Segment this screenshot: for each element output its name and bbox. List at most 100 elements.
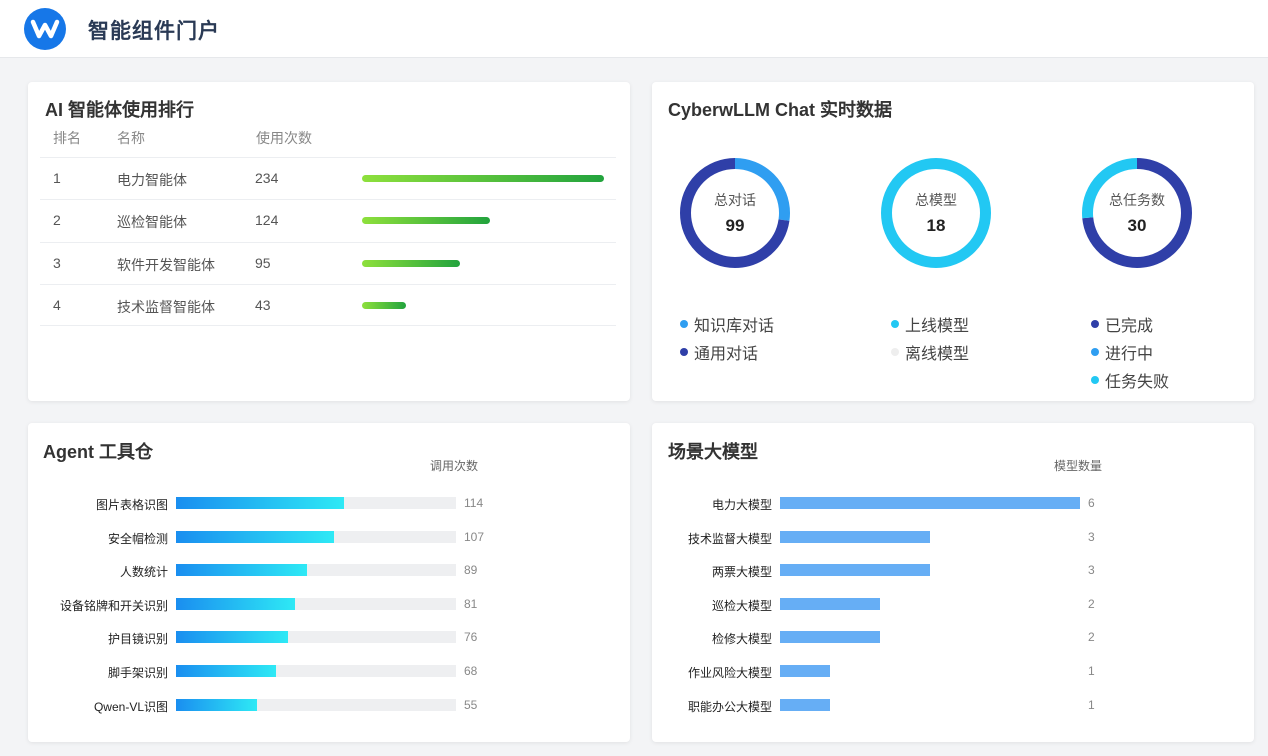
ranking-name: 巡检智能体	[117, 214, 187, 231]
ranking-row[interactable]: 4 技术监督智能体 43	[40, 283, 616, 326]
model-count: 2	[1088, 596, 1095, 611]
ranking-title: AI 智能体使用排行	[45, 100, 195, 120]
w-logo-icon[interactable]	[24, 8, 66, 50]
tool-bar-track	[176, 698, 456, 711]
model-bar	[780, 665, 830, 677]
tool-name: 安全帽检测	[107, 531, 168, 546]
tool-bar-row[interactable]: 护目镜识别 76	[28, 628, 630, 648]
model-name: 电力大模型	[711, 498, 772, 512]
legend-item[interactable]: 离线模型	[891, 338, 969, 366]
ranking-rank: 3	[53, 254, 61, 271]
models-title: 场景大模型	[668, 442, 758, 462]
tool-bar	[176, 597, 296, 610]
legend-dot-icon	[891, 320, 899, 328]
donut-segment[interactable]	[881, 158, 991, 268]
ranking-rank: 4	[53, 296, 61, 313]
tool-count: 68	[464, 664, 478, 678]
chat-title: CyberwLLM Chat 实时数据	[668, 100, 893, 120]
model-bar-row[interactable]: 作业风险大模型 1	[652, 662, 1254, 682]
model-bar-row[interactable]: 两票大模型 3	[652, 561, 1254, 581]
ranking-bar	[362, 175, 604, 182]
donut-legend: 上线模型 离线模型	[891, 310, 969, 366]
donut-value: 99	[725, 216, 745, 235]
tool-bar-row[interactable]: Qwen-VL识图 55	[28, 696, 630, 716]
ranking-row[interactable]: 2 巡检智能体 124	[40, 199, 616, 241]
legend-label: 通用对话	[694, 346, 759, 363]
model-bar	[780, 564, 930, 577]
legend-item[interactable]: 上线模型	[891, 310, 969, 338]
ranking-name: 技术监督智能体	[117, 298, 215, 315]
legend-item[interactable]: 通用对话	[680, 338, 774, 366]
tool-bar-track	[176, 497, 456, 509]
tool-bar-row[interactable]: 脚手架识别 68	[28, 662, 630, 682]
tool-name: 护目镜识别	[107, 632, 168, 647]
rank-column-header: 排名	[53, 130, 81, 146]
model-name: 巡检大模型	[711, 598, 772, 613]
legend-dot-icon	[891, 348, 899, 356]
model-bar-row[interactable]: 巡检大模型 2	[652, 595, 1254, 615]
legend-dot-icon	[680, 320, 688, 328]
legend-label: 上线模型	[905, 318, 970, 335]
tool-count: 107	[464, 529, 485, 544]
tool-bar-row[interactable]: 安全帽检测 107	[28, 528, 630, 548]
tool-bar-track	[176, 564, 456, 577]
model-name: 作业风险大模型	[687, 666, 772, 680]
legend-item[interactable]: 任务失败	[1091, 366, 1169, 394]
ranking-count: 124	[255, 212, 279, 229]
model-name: 两票大模型	[711, 565, 772, 580]
legend-dot-icon	[1091, 348, 1099, 356]
ranking-count: 43	[255, 296, 271, 313]
ranking-count: 234	[255, 170, 279, 186]
ranking-rank: 2	[53, 212, 61, 229]
top-bar: 智能组件门户	[0, 0, 1268, 58]
count-column-header: 使用次数	[256, 130, 312, 146]
model-bar-row[interactable]: 职能办公大模型 1	[652, 696, 1254, 716]
legend-label: 知识库对话	[694, 318, 775, 335]
model-bar-row[interactable]: 检修大模型 2	[652, 628, 1254, 648]
model-bar	[780, 698, 830, 711]
donut-label: 总模型	[915, 192, 957, 208]
model-count: 3	[1088, 563, 1095, 578]
legend-item[interactable]: 知识库对话	[680, 310, 774, 338]
ranking-row[interactable]: 3 软件开发智能体 95	[40, 241, 616, 284]
model-bar-row[interactable]: 电力大模型 6	[652, 494, 1254, 514]
model-name: 技术监督大模型	[687, 531, 772, 546]
agent-ranking-card: AI 智能体使用排行 排名 名称 使用次数 1 电力智能体 234 2 巡检智能体 124…	[28, 82, 630, 401]
legend-item[interactable]: 已完成	[1091, 310, 1169, 338]
tool-bar-row[interactable]: 人数统计 89	[28, 561, 630, 581]
ranking-row[interactable]: 1 电力智能体 234	[40, 157, 616, 199]
tool-bar-track	[176, 631, 456, 644]
legend-item[interactable]: 进行中	[1091, 338, 1169, 366]
tool-bar	[176, 698, 258, 711]
donut-chart-1[interactable]: 总对话 99	[676, 154, 794, 272]
donut-segment[interactable]	[680, 158, 790, 268]
tool-bar	[176, 564, 308, 577]
donut-segment[interactable]	[1082, 158, 1192, 268]
model-bar	[780, 597, 880, 610]
tool-bar-row[interactable]: 图片表格识图 114	[28, 494, 630, 514]
ranking-name: 电力智能体	[117, 172, 187, 188]
legend-label: 任务失败	[1105, 374, 1170, 391]
model-name: 检修大模型	[711, 632, 772, 647]
donut-chart-2[interactable]: 总模型 18	[877, 154, 995, 272]
model-name: 职能办公大模型	[687, 699, 772, 714]
ranking-rank: 1	[53, 170, 61, 186]
donut-label: 总任务数	[1109, 192, 1165, 208]
model-count: 1	[1088, 697, 1095, 712]
model-bar	[780, 631, 880, 644]
tool-bar	[176, 530, 334, 543]
donut-chart-3[interactable]: 总任务数 30	[1078, 154, 1196, 272]
tools-title: Agent 工具仓	[43, 442, 153, 462]
scene-models-card: 场景大模型 模型数量 电力大模型 6 技术监督大模型 3 两票大模型 3 巡检大模型 2 检修大…	[652, 423, 1254, 742]
donut-value: 18	[926, 216, 946, 235]
tool-bar-row[interactable]: 设备铭牌和开关识别 81	[28, 595, 630, 615]
model-bar-row[interactable]: 技术监督大模型 3	[652, 528, 1254, 548]
tool-name: Qwen-VL识图	[93, 699, 168, 714]
ranking-name: 软件开发智能体	[117, 256, 215, 273]
tools-column-header: 调用次数	[430, 459, 479, 473]
tool-count: 55	[464, 697, 478, 712]
legend-label: 离线模型	[905, 346, 970, 363]
ranking-count: 95	[255, 254, 271, 271]
donut-legend: 已完成 进行中任务失败	[1091, 310, 1169, 394]
model-bar	[780, 497, 1080, 509]
